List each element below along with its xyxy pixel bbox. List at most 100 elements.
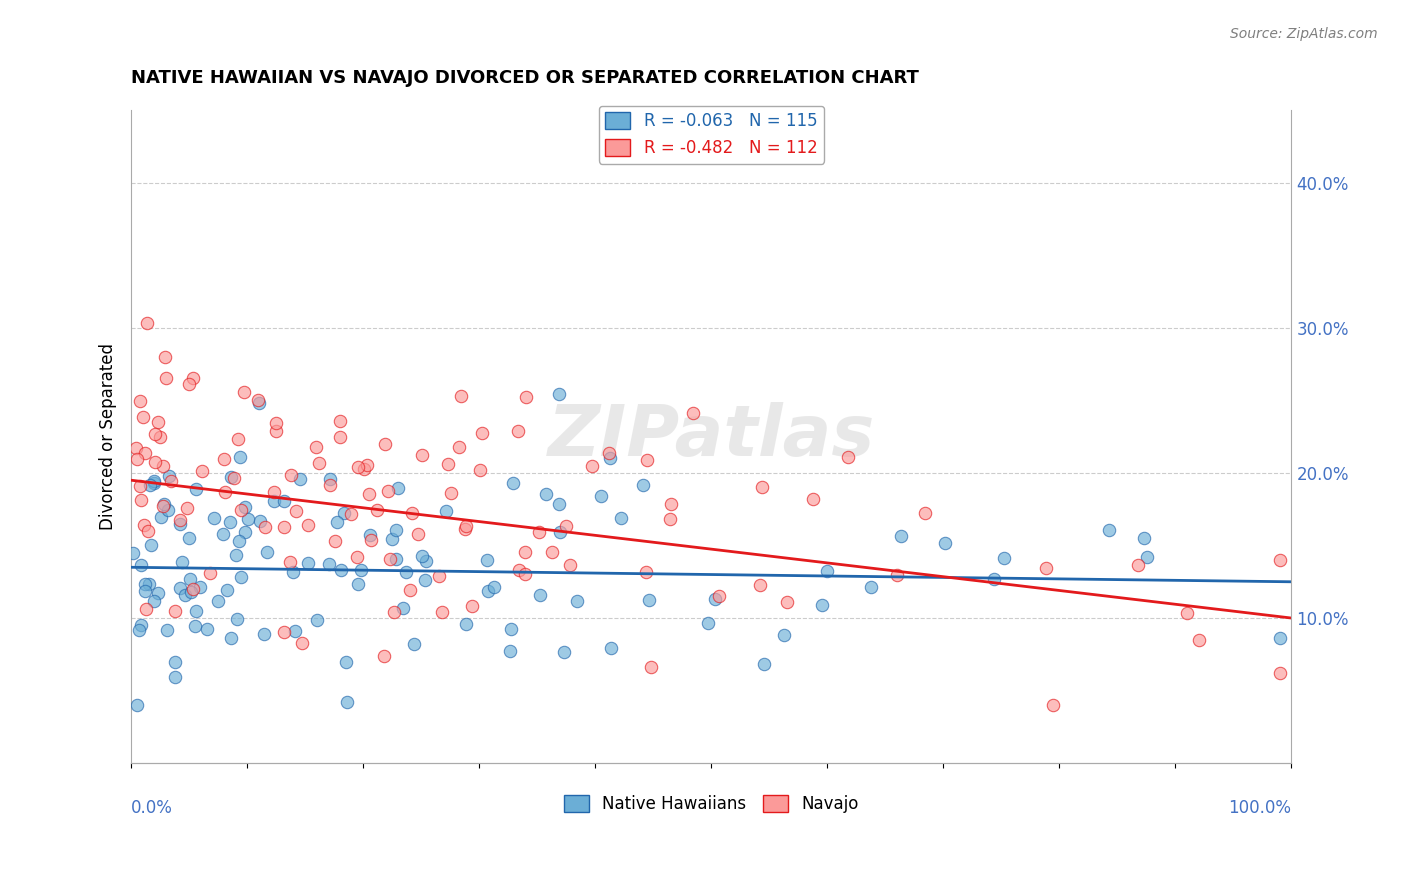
Native Hawaiians bbox=[157, 503, 180, 517]
Native Hawaiians bbox=[183, 619, 205, 633]
Navajo bbox=[153, 350, 176, 364]
Native Hawaiians bbox=[434, 504, 457, 518]
Native Hawaiians bbox=[219, 470, 242, 484]
Native Hawaiians bbox=[204, 510, 226, 524]
Navajo bbox=[214, 484, 236, 499]
Navajo bbox=[454, 522, 477, 536]
Navajo bbox=[406, 527, 429, 541]
Native Hawaiians bbox=[169, 581, 191, 595]
Navajo bbox=[254, 520, 277, 534]
Native Hawaiians bbox=[1136, 550, 1159, 565]
Native Hawaiians bbox=[150, 510, 173, 524]
Text: 0.0%: 0.0% bbox=[131, 799, 173, 817]
Navajo bbox=[138, 524, 160, 538]
Navajo bbox=[273, 520, 295, 534]
Native Hawaiians bbox=[326, 515, 349, 529]
Native Hawaiians bbox=[384, 523, 406, 537]
Navajo bbox=[456, 519, 478, 533]
Text: Source: ZipAtlas.com: Source: ZipAtlas.com bbox=[1230, 27, 1378, 41]
Navajo bbox=[222, 471, 245, 485]
Navajo bbox=[659, 497, 682, 511]
Navajo bbox=[353, 462, 375, 476]
Navajo bbox=[636, 453, 658, 467]
Native Hawaiians bbox=[477, 583, 499, 598]
Navajo bbox=[1188, 633, 1211, 648]
Navajo bbox=[149, 430, 172, 444]
Native Hawaiians bbox=[142, 474, 165, 488]
Native Hawaiians bbox=[121, 545, 143, 559]
Navajo bbox=[748, 578, 770, 592]
Native Hawaiians bbox=[391, 601, 413, 615]
Native Hawaiians bbox=[297, 556, 319, 570]
Navajo bbox=[513, 566, 536, 581]
Navajo bbox=[297, 518, 319, 533]
Native Hawaiians bbox=[859, 580, 882, 594]
Native Hawaiians bbox=[934, 535, 956, 549]
Navajo bbox=[181, 371, 204, 385]
Navajo bbox=[273, 625, 295, 640]
Native Hawaiians bbox=[195, 622, 218, 636]
Native Hawaiians bbox=[174, 589, 197, 603]
Native Hawaiians bbox=[127, 698, 149, 712]
Native Hawaiians bbox=[773, 628, 796, 642]
Navajo bbox=[165, 604, 187, 618]
Navajo bbox=[212, 452, 235, 467]
Navajo bbox=[229, 503, 252, 517]
Native Hawaiians bbox=[221, 632, 243, 646]
Native Hawaiians bbox=[385, 552, 408, 566]
Native Hawaiians bbox=[817, 564, 839, 578]
Navajo bbox=[128, 393, 150, 408]
Navajo bbox=[125, 441, 148, 455]
Native Hawaiians bbox=[599, 451, 621, 466]
Native Hawaiians bbox=[610, 511, 633, 525]
Navajo bbox=[378, 551, 401, 566]
Native Hawaiians bbox=[329, 563, 352, 577]
Navajo bbox=[308, 457, 330, 471]
Navajo bbox=[598, 446, 620, 460]
Navajo bbox=[264, 424, 287, 438]
Native Hawaiians bbox=[529, 588, 551, 602]
Navajo bbox=[160, 474, 183, 488]
Native Hawaiians bbox=[703, 591, 725, 606]
Native Hawaiians bbox=[139, 538, 162, 552]
Navajo bbox=[398, 582, 420, 597]
Navajo bbox=[233, 385, 256, 400]
Native Hawaiians bbox=[395, 565, 418, 579]
Navajo bbox=[837, 450, 859, 464]
Navajo bbox=[340, 507, 363, 521]
Native Hawaiians bbox=[273, 494, 295, 508]
Native Hawaiians bbox=[134, 583, 156, 598]
Native Hawaiians bbox=[381, 533, 404, 547]
Native Hawaiians bbox=[163, 670, 186, 684]
Text: ZIPatlas: ZIPatlas bbox=[548, 402, 875, 471]
Navajo bbox=[200, 566, 222, 581]
Navajo bbox=[1268, 666, 1291, 681]
Navajo bbox=[132, 517, 155, 532]
Navajo bbox=[135, 601, 157, 615]
Native Hawaiians bbox=[387, 481, 409, 495]
Native Hawaiians bbox=[335, 655, 357, 669]
Native Hawaiians bbox=[638, 592, 661, 607]
Native Hawaiians bbox=[228, 533, 250, 548]
Navajo bbox=[558, 558, 581, 572]
Navajo bbox=[329, 414, 352, 428]
Native Hawaiians bbox=[567, 594, 589, 608]
Native Hawaiians bbox=[229, 570, 252, 584]
Native Hawaiians bbox=[142, 475, 165, 490]
Navajo bbox=[581, 459, 603, 474]
Native Hawaiians bbox=[143, 594, 166, 608]
Native Hawaiians bbox=[225, 612, 247, 626]
Native Hawaiians bbox=[256, 545, 278, 559]
Native Hawaiians bbox=[993, 550, 1015, 565]
Navajo bbox=[515, 390, 537, 404]
Navajo bbox=[707, 590, 730, 604]
Native Hawaiians bbox=[247, 396, 270, 410]
Navajo bbox=[640, 660, 662, 674]
Native Hawaiians bbox=[207, 593, 229, 607]
Navajo bbox=[461, 599, 484, 613]
Navajo bbox=[658, 512, 681, 526]
Native Hawaiians bbox=[333, 506, 356, 520]
Native Hawaiians bbox=[157, 469, 180, 483]
Native Hawaiians bbox=[1098, 523, 1121, 537]
Navajo bbox=[152, 458, 174, 473]
